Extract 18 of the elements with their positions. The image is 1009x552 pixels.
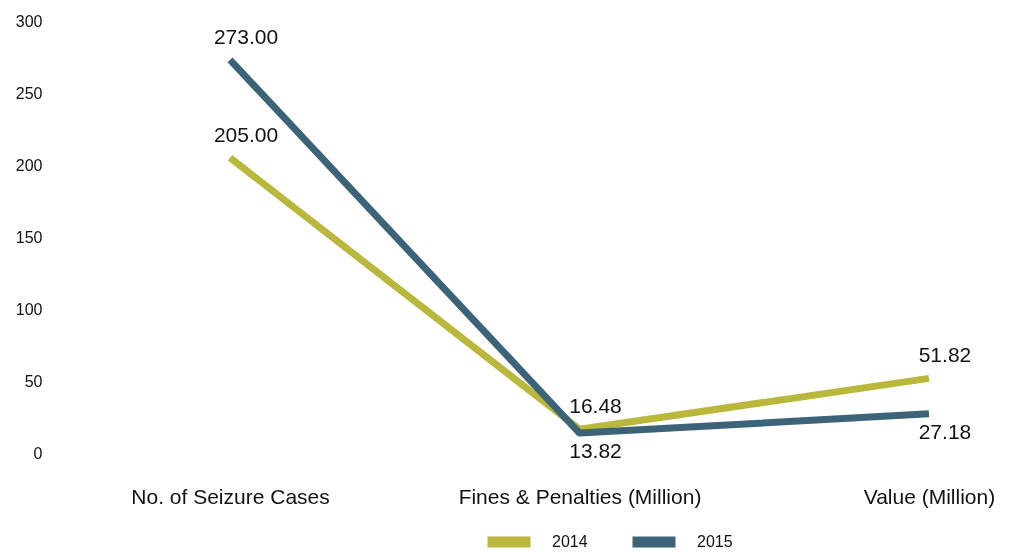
x-tick-label: Fines & Penalties (Million) [458, 484, 702, 508]
x-tick-label: Value (Million) [863, 484, 996, 508]
data-label: 16.48 [569, 394, 622, 418]
x-tick-label: No. of Seizure Cases [131, 484, 330, 508]
data-label: 273.00 [213, 24, 279, 48]
data-label: 205.00 [213, 122, 279, 146]
legend-label: 2014 [552, 533, 588, 550]
y-tick-label: 50 [24, 372, 43, 390]
data-label: 13.82 [569, 439, 622, 463]
y-tick-label: 0 [33, 444, 43, 462]
y-tick-label: 300 [15, 12, 43, 30]
data-label: 27.18 [918, 419, 972, 443]
data-label: 51.82 [918, 343, 972, 367]
y-tick-label: 200 [15, 156, 43, 174]
y-tick-label: 100 [15, 300, 43, 318]
y-tick-label: 250 [15, 84, 43, 102]
legend-label: 2015 [697, 533, 733, 550]
y-tick-label: 150 [15, 228, 43, 246]
